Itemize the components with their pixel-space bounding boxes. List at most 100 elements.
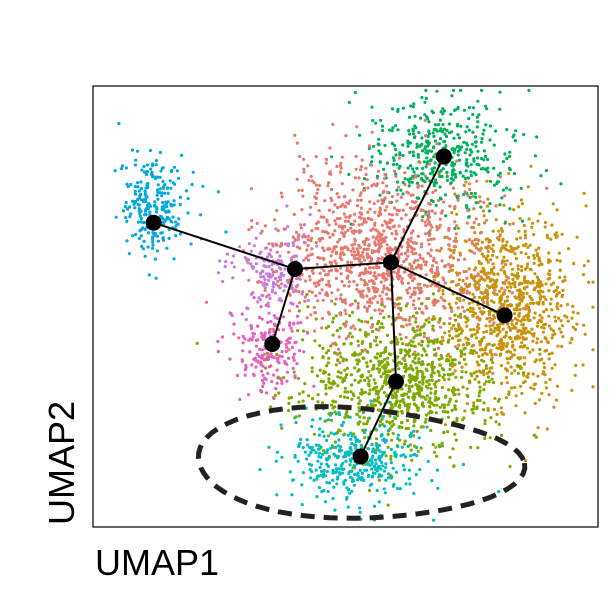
cell-point-c4 <box>532 232 536 237</box>
cell-point-c3 <box>359 165 363 169</box>
cell-point-c2 <box>379 152 383 156</box>
cell-point-c5 <box>454 318 458 322</box>
cell-point-c3 <box>427 212 431 216</box>
cell-point-c3 <box>368 200 372 204</box>
cell-point-c4 <box>500 229 504 233</box>
cell-point-c1 <box>177 176 181 180</box>
cell-point-c3 <box>477 283 481 287</box>
cell-point-c1 <box>130 148 135 152</box>
cell-point-c4 <box>527 255 531 260</box>
cell-point-c3 <box>454 224 459 228</box>
cell-point-c4 <box>447 302 451 306</box>
cell-point-c4 <box>571 310 576 314</box>
cell-point-c3 <box>409 231 413 235</box>
cell-point-c7 <box>293 374 297 378</box>
cell-point-c3 <box>317 220 321 224</box>
cell-point-c5 <box>400 411 404 415</box>
cell-point-c3 <box>419 267 423 271</box>
cell-point-c5 <box>356 422 361 426</box>
cell-point-c1 <box>150 170 154 175</box>
cell-point-c5 <box>447 388 451 392</box>
cell-point-c6 <box>258 271 262 276</box>
cell-point-c2 <box>535 135 539 139</box>
cell-point-c5 <box>444 359 449 363</box>
cell-point-c3 <box>357 229 362 233</box>
cell-point-c5 <box>522 371 526 375</box>
cell-point-c1 <box>173 182 177 186</box>
cell-point-c5 <box>380 417 384 421</box>
cell-point-c5 <box>426 339 430 343</box>
cell-point-c3 <box>465 221 469 225</box>
cell-point-c6 <box>282 289 286 293</box>
cell-point-c4 <box>536 290 540 294</box>
cell-point-c8 <box>391 466 395 470</box>
cell-point-c8 <box>392 482 396 486</box>
cell-point-c4 <box>527 314 531 318</box>
cell-point-c2 <box>431 131 435 135</box>
cell-point-c8 <box>300 483 304 487</box>
cell-point-c3 <box>336 288 340 292</box>
cell-point-c5 <box>355 362 359 366</box>
cell-point-c6 <box>298 277 302 281</box>
cell-point-c5 <box>386 432 390 436</box>
cell-point-c8 <box>318 427 322 431</box>
cell-point-c4 <box>492 266 496 270</box>
cell-point-c5 <box>393 402 397 406</box>
cell-point-c3 <box>334 252 338 256</box>
cell-point-c3 <box>395 208 399 212</box>
cell-point-c5 <box>357 406 361 410</box>
cell-point-c4 <box>501 327 505 331</box>
cell-point-c4 <box>535 275 540 279</box>
cell-point-c5 <box>357 409 361 413</box>
cell-point-c2 <box>486 166 490 170</box>
cell-point-c1 <box>134 232 138 237</box>
cell-point-c3 <box>376 287 380 291</box>
cell-point-c4 <box>547 289 551 293</box>
cell-point-c3 <box>378 312 383 316</box>
cell-point-c4 <box>453 362 457 367</box>
cell-point-c6 <box>241 268 245 272</box>
cell-point-c3 <box>314 240 318 245</box>
cell-point-c3 <box>291 235 295 239</box>
cell-point-c2 <box>470 142 475 146</box>
cell-point-c8 <box>372 504 377 508</box>
cell-point-c6 <box>278 278 283 282</box>
cell-point-c4 <box>550 336 554 340</box>
cell-point-c5 <box>417 394 422 398</box>
cell-point-c5 <box>339 376 343 380</box>
cell-point-c5 <box>487 380 491 384</box>
cell-point-c4 <box>520 318 524 322</box>
cell-point-c4 <box>538 297 543 301</box>
cell-point-c5 <box>420 302 424 306</box>
cell-point-c4 <box>498 330 502 334</box>
cell-point-c3 <box>382 229 386 233</box>
cell-point-c1 <box>137 207 141 211</box>
cell-point-c3 <box>381 191 385 195</box>
cell-point-c5 <box>483 418 487 423</box>
cell-point-c5 <box>358 328 362 332</box>
cell-point-c3 <box>352 256 356 260</box>
cell-point-c8 <box>306 443 310 447</box>
cell-point-c8 <box>412 491 416 495</box>
cell-point-c3 <box>329 196 333 200</box>
cell-point-c4 <box>491 243 495 247</box>
cell-point-c3 <box>368 207 372 211</box>
cell-point-c3 <box>329 172 333 176</box>
cell-point-c6 <box>246 307 250 311</box>
cell-point-c4 <box>550 308 554 312</box>
cell-point-c3 <box>367 279 371 283</box>
cell-point-c3 <box>442 278 446 282</box>
cell-point-c7 <box>237 336 241 340</box>
cell-point-c5 <box>489 416 493 420</box>
cell-point-c3 <box>353 219 357 223</box>
cell-point-c2 <box>533 154 538 158</box>
cell-point-c3 <box>357 243 361 247</box>
cell-point-c4 <box>528 267 532 271</box>
cell-point-c3 <box>417 184 421 188</box>
cell-point-c3 <box>360 158 364 162</box>
cell-point-c8 <box>360 444 364 449</box>
cell-point-c1 <box>141 247 145 251</box>
cell-point-c5 <box>422 395 426 399</box>
cell-point-c5 <box>415 366 419 370</box>
